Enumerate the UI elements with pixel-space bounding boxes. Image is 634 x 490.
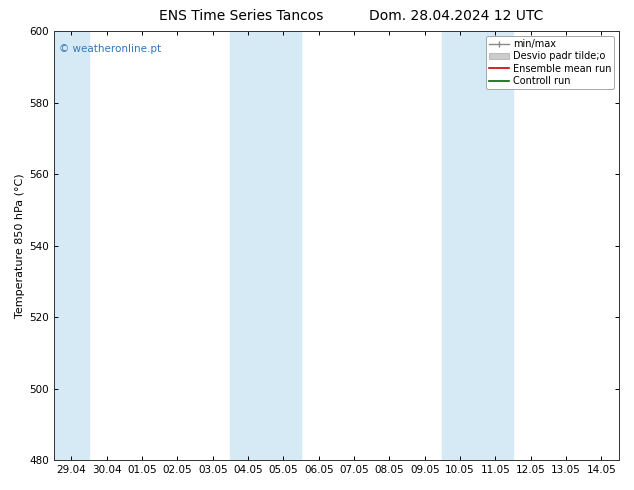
Bar <box>54 31 89 460</box>
Bar <box>230 31 301 460</box>
Y-axis label: Temperature 850 hPa (°C): Temperature 850 hPa (°C) <box>15 173 25 318</box>
Legend: min/max, Desvio padr tilde;o, Ensemble mean run, Controll run: min/max, Desvio padr tilde;o, Ensemble m… <box>486 36 614 89</box>
Text: ENS Time Series Tancos: ENS Time Series Tancos <box>158 9 323 23</box>
Text: © weatheronline.pt: © weatheronline.pt <box>60 44 162 54</box>
Bar <box>443 31 513 460</box>
Text: Dom. 28.04.2024 12 UTC: Dom. 28.04.2024 12 UTC <box>369 9 544 23</box>
